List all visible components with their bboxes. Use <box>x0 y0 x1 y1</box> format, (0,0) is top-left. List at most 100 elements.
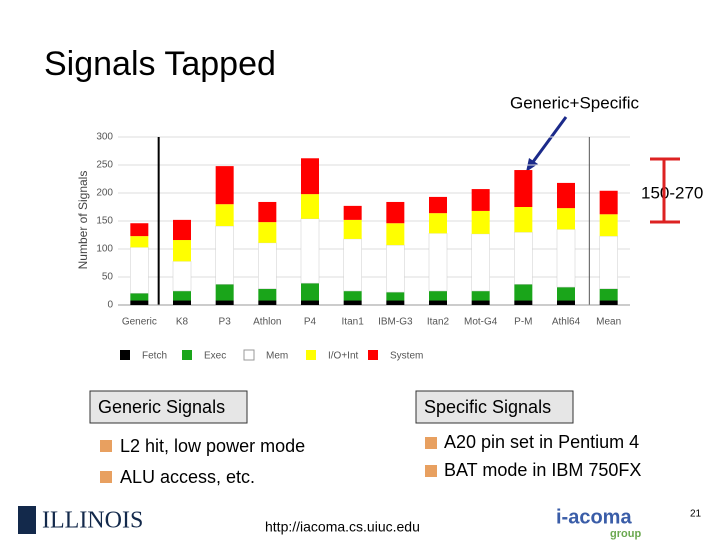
range-bracket <box>650 157 680 224</box>
bar-segment <box>599 288 618 301</box>
bar-segment <box>300 218 320 284</box>
logo-sub: group <box>610 528 641 540</box>
bullet: L2 hit, low power mode <box>120 436 305 456</box>
bar-segment <box>343 238 362 292</box>
bar-segment <box>471 189 490 211</box>
bar-segment <box>471 210 490 234</box>
bar-segment <box>557 182 575 209</box>
bar-segment <box>386 223 405 246</box>
bullet-icon <box>100 471 112 483</box>
x-tick-label: P-M <box>514 317 532 328</box>
bar-segment <box>471 291 490 301</box>
bar-segment <box>215 300 234 305</box>
bar-segment <box>557 300 575 305</box>
y-tick-label: 250 <box>96 160 113 171</box>
x-tick-label: Athlon <box>253 317 281 328</box>
bar-segment <box>173 219 191 241</box>
y-tick-label: 0 <box>107 300 113 311</box>
x-tick-label: IBM-G3 <box>378 317 413 328</box>
chart: 0 50 100 150 200 250 300 Generic K8 P3 Athlon P4 Ita… <box>96 132 630 362</box>
logo: i-acoma <box>556 506 632 528</box>
bar-segment <box>301 158 319 195</box>
legend-label: I/O+Int <box>328 351 359 362</box>
bar-segment <box>386 300 405 305</box>
y-tick-label: 300 <box>96 132 113 143</box>
bullet: BAT mode in IBM 750FX <box>444 460 641 480</box>
x-tick-label: P3 <box>219 317 232 328</box>
bar-segment <box>301 194 319 219</box>
page-number: 21 <box>690 509 702 520</box>
x-tick-label: Mot-G4 <box>464 317 498 328</box>
bar-segment <box>130 247 149 294</box>
bar-segment <box>599 235 618 290</box>
arrow <box>528 116 568 167</box>
x-tick-label: Itan2 <box>427 317 450 328</box>
x-tick-label: Mean <box>596 317 621 328</box>
bar-segment <box>343 291 362 301</box>
legend-swatch <box>243 349 255 361</box>
bar-segment <box>429 196 447 214</box>
bar-segment <box>215 225 234 285</box>
bar-segment <box>173 300 191 305</box>
bullet-icon <box>425 465 437 477</box>
bar-segment <box>556 229 576 288</box>
bar-segment <box>130 293 149 301</box>
bar-segment <box>428 233 448 292</box>
bar-segment <box>514 207 533 233</box>
y-tick-label: 150 <box>96 216 113 227</box>
x-tick-label: K8 <box>176 317 189 328</box>
x-tick-label: P4 <box>304 317 317 328</box>
bar-segment <box>130 223 149 237</box>
y-tick-label: 50 <box>102 272 114 283</box>
bar-segment <box>557 208 575 230</box>
bar-segment <box>301 300 319 305</box>
bar-segment <box>258 222 277 243</box>
bullet: ALU access, etc. <box>120 467 255 487</box>
y-tick-label: 200 <box>96 188 113 199</box>
bar-segment <box>215 204 234 227</box>
legend-swatch <box>368 350 378 360</box>
bar-segment <box>343 219 362 239</box>
x-tick-label: Athl64 <box>552 317 581 328</box>
bar-segment <box>429 291 447 301</box>
bar-segment <box>471 300 490 305</box>
url: http://iacoma.cs.uiuc.edu <box>265 519 420 535</box>
box-label: Specific Signals <box>424 397 551 417</box>
legend-label: Exec <box>204 351 226 362</box>
box <box>415 390 574 424</box>
annotation: Generic+Specific <box>510 93 639 112</box>
bar-segment <box>514 284 533 301</box>
bullet: A20 pin set in Pentium 4 <box>444 432 639 452</box>
bar-segment <box>471 233 490 292</box>
bullet-icon <box>425 437 437 449</box>
bar-segment <box>599 300 618 305</box>
slide-title: Signals Tapped <box>44 45 276 83</box>
x-tick-label: Itan1 <box>342 317 365 328</box>
bar-segment <box>429 300 447 305</box>
box <box>89 390 248 424</box>
bar-segment <box>343 205 362 220</box>
legend-label: Fetch <box>142 351 167 362</box>
logo-mark <box>18 506 36 534</box>
legend-label: Mem <box>266 351 288 362</box>
bar-segment <box>258 242 277 290</box>
legend-swatch <box>120 350 130 360</box>
legend-swatch <box>306 350 316 360</box>
annotation: 150-270 <box>641 183 703 202</box>
bar-segment <box>599 214 618 237</box>
bar-segment <box>173 240 191 262</box>
legend-swatch <box>182 350 192 360</box>
bar-segment <box>130 236 149 248</box>
bar-segment <box>386 244 405 293</box>
bar-segment <box>386 292 405 301</box>
bar-segment <box>514 170 533 207</box>
bar-segment <box>172 261 192 292</box>
bar-segment <box>301 283 319 301</box>
legend-label: System <box>390 351 423 362</box>
bar-segment <box>215 284 234 301</box>
y-tick-label: 100 <box>96 244 113 255</box>
bar-segment <box>514 231 533 285</box>
box-label: Generic Signals <box>98 397 225 417</box>
bar-segment <box>215 166 234 205</box>
